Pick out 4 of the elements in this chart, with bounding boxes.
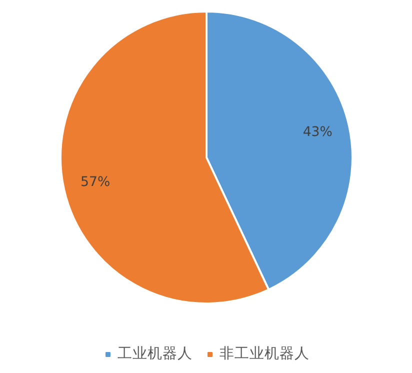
- legend-label: 工业机器人: [118, 344, 192, 363]
- legend-label: 非工业机器人: [220, 344, 310, 363]
- data-label: 43%: [302, 125, 332, 140]
- data-label: 57%: [80, 174, 110, 190]
